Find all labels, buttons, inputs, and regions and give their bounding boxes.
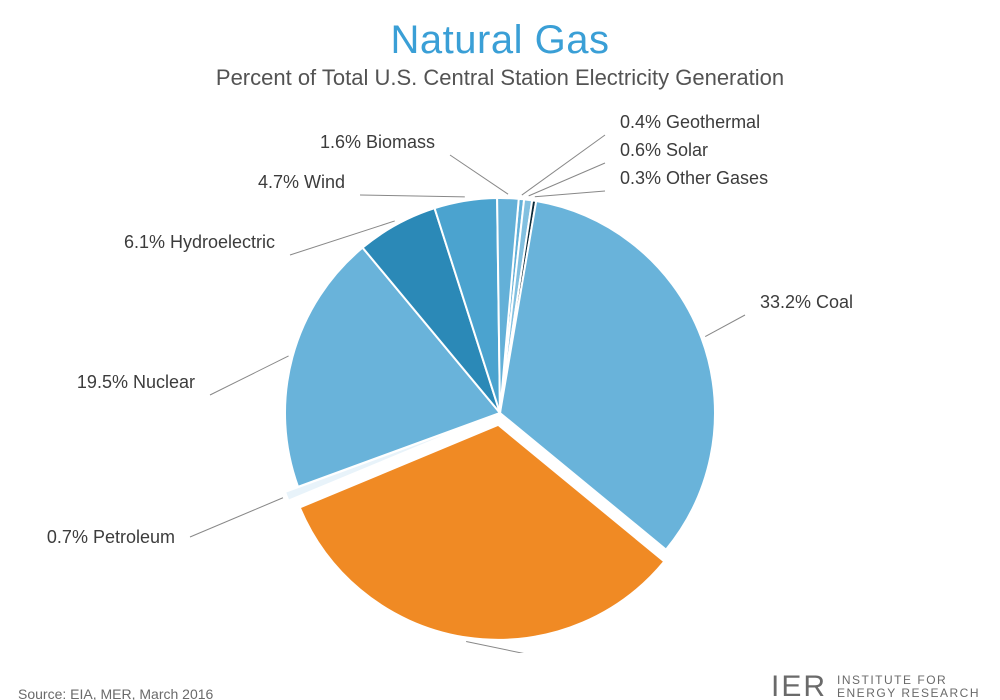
slice-label: 33.2% Coal xyxy=(760,292,853,312)
leader-line xyxy=(190,498,283,537)
logo-line2: ENERGY RESEARCH xyxy=(837,687,980,700)
slice-label: 4.7% Wind xyxy=(258,172,345,192)
slice-label: 6.1% Hydroelectric xyxy=(124,232,275,252)
leader-line xyxy=(522,135,605,195)
source-text: Source: EIA, MER, March 2016 xyxy=(18,686,213,700)
leader-line xyxy=(360,195,465,197)
slice-label: 19.5% Nuclear xyxy=(77,372,195,392)
slice-label: 0.6% Solar xyxy=(620,140,708,160)
leader-line xyxy=(529,163,605,196)
leader-line xyxy=(535,191,605,197)
slice-label: 0.7% Petroleum xyxy=(47,527,175,547)
slice-label: 0.3% Other Gases xyxy=(620,168,768,188)
leader-line xyxy=(466,642,560,653)
chart-subtitle: Percent of Total U.S. Central Station El… xyxy=(0,65,1000,91)
chart-title: Natural Gas xyxy=(0,18,1000,63)
leader-line xyxy=(705,315,745,337)
leader-line xyxy=(450,155,508,194)
leader-line xyxy=(210,356,289,395)
logo-text: INSTITUTE FOR ENERGY RESEARCH xyxy=(837,674,980,699)
slice-label: 1.6% Biomass xyxy=(320,132,435,152)
logo-ier-mark: IER xyxy=(771,670,827,700)
slice-label: 0.4% Geothermal xyxy=(620,113,760,132)
pie-chart: 0.4% Geothermal 0.6% Solar 0.3% Other Gase… xyxy=(0,113,1000,653)
slice-label: 32.7% Natural Gas xyxy=(575,652,727,653)
ier-logo: IER INSTITUTE FOR ENERGY RESEARCH xyxy=(771,670,980,700)
